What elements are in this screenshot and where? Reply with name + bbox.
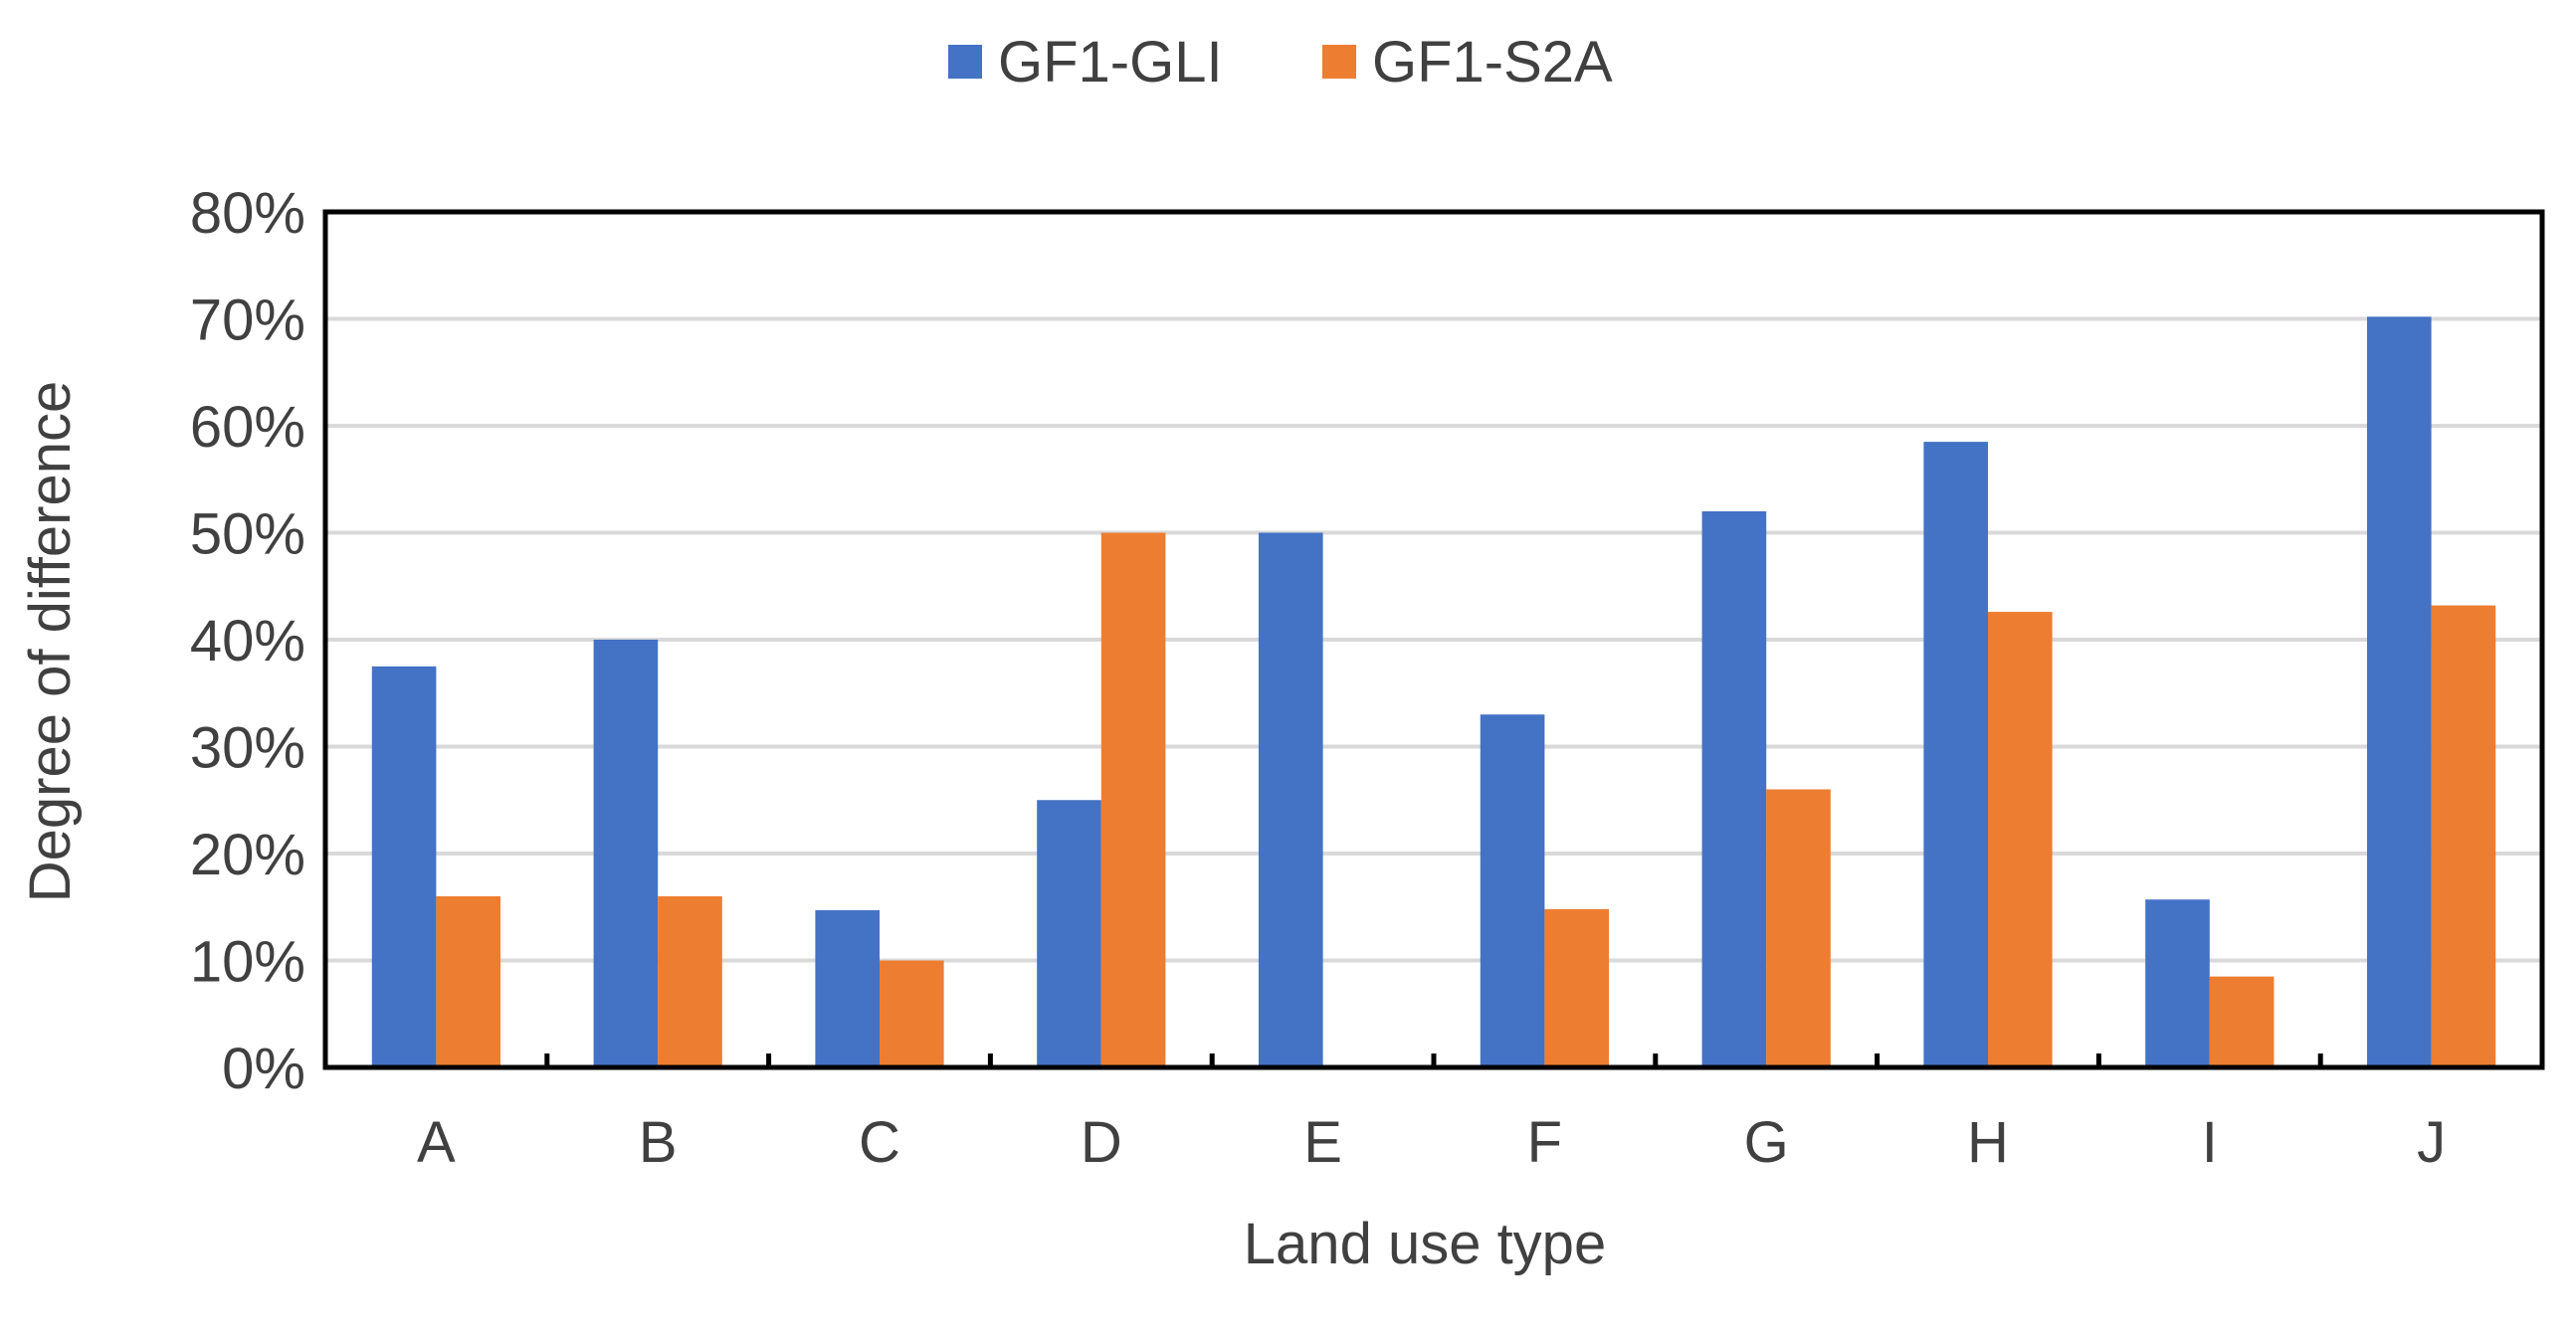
x-axis-title: Land use type [1244, 1212, 1606, 1276]
x-tick-label: H [1967, 1110, 2009, 1175]
x-tick-label: F [1527, 1110, 1562, 1175]
y-axis-title: Degree of difference [18, 381, 83, 903]
bar-gf1-gli-c [815, 909, 880, 1067]
bar-gf1-s2a-d [1100, 532, 1166, 1067]
legend-swatch-gf1-s2a [1322, 45, 1356, 79]
bar-gf1-gli-a [371, 666, 437, 1067]
legend-swatch-gf1-gli [948, 45, 982, 79]
x-tick-label: A [417, 1110, 456, 1175]
y-tick-label: 10% [190, 930, 305, 995]
y-tick-label: 50% [190, 502, 305, 567]
bar-gf1-gli-h [1923, 442, 1988, 1067]
bar-gf1-gli-g [1701, 511, 1767, 1067]
bars [371, 316, 2496, 1068]
y-tick-label: 20% [190, 823, 305, 887]
bar-gf1-s2a-c [880, 960, 944, 1067]
x-tick-label: E [1303, 1110, 1342, 1175]
legend-label-gf1-s2a: GF1-S2A [1372, 30, 1613, 95]
legend: GF1-GLI GF1-S2A [948, 30, 1613, 95]
bar-gf1-s2a-j [2431, 605, 2496, 1067]
y-tick-label: 40% [190, 609, 305, 673]
gridlines [325, 316, 2542, 963]
bar-gf1-s2a-a [436, 896, 501, 1067]
bar-gf1-s2a-g [1766, 789, 1831, 1067]
x-tick-label: I [2202, 1110, 2218, 1175]
y-tick-label: 70% [190, 288, 305, 353]
bar-gf1-gli-i [2145, 899, 2210, 1067]
x-tick-label: C [859, 1110, 900, 1175]
y-tick-labels: 0% 10% 20% 30% 40% 50% 60% 70% 80% [190, 181, 305, 1101]
bar-gf1-s2a-b [658, 896, 722, 1067]
bar-gf1-gli-j [2366, 316, 2432, 1068]
bar-gf1-gli-d [1037, 800, 1101, 1067]
legend-label-gf1-gli: GF1-GLI [998, 30, 1223, 95]
x-tick-labels: A B C D E F G H I J [417, 1110, 2446, 1175]
bar-gf1-s2a-i [2209, 976, 2275, 1067]
x-tick-label: B [639, 1110, 678, 1175]
y-tick-label: 80% [190, 181, 305, 246]
x-tick-label: G [1744, 1110, 1789, 1175]
x-tick-label: J [2417, 1110, 2446, 1175]
bar-gf1-s2a-f [1544, 908, 1610, 1067]
bar-gf1-gli-b [593, 640, 659, 1067]
y-tick-label: 30% [190, 716, 305, 781]
x-tick-label: D [1081, 1110, 1122, 1175]
y-tick-label: 0% [222, 1037, 305, 1101]
bar-gf1-gli-f [1480, 714, 1545, 1067]
bar-gf1-s2a-h [1988, 612, 2053, 1067]
x-ticks [544, 1053, 2323, 1067]
bar-gf1-gli-e [1258, 532, 1323, 1067]
y-tick-label: 60% [190, 395, 305, 460]
